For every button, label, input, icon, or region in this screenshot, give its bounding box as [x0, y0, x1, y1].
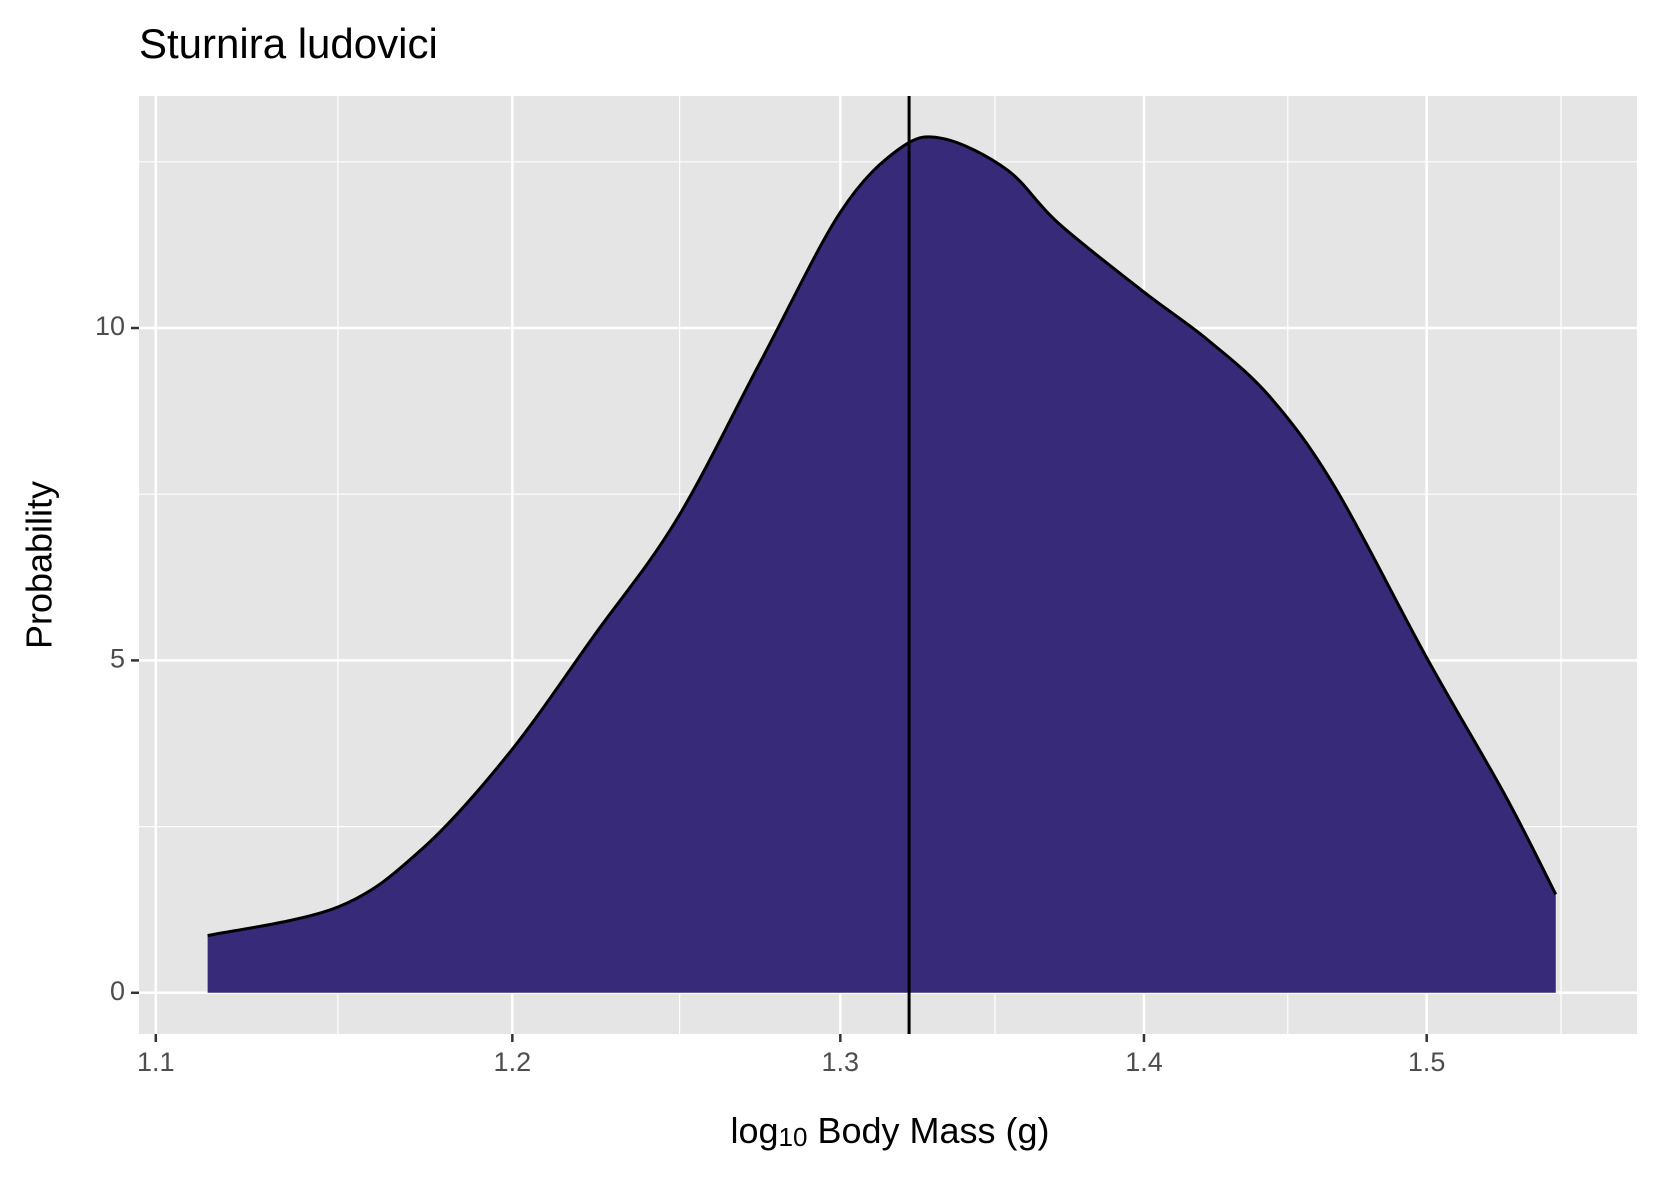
y-tick-label: 5	[110, 644, 125, 674]
y-tick-label: 10	[95, 311, 125, 341]
x-tick-label: 1.3	[822, 1047, 860, 1077]
chart-title: Sturnira ludovici	[139, 20, 438, 67]
y-axis-title: Probability	[19, 481, 60, 649]
x-title-sub: 10	[779, 1122, 808, 1152]
x-title-main: log	[730, 1110, 778, 1151]
x-tick-label: 1.5	[1408, 1047, 1446, 1077]
y-tick-label: 0	[110, 976, 125, 1006]
x-axis-title: log10 Body Mass (g)	[730, 1110, 1049, 1152]
x-tick-label: 1.4	[1125, 1047, 1163, 1077]
x-tick-label: 1.1	[137, 1047, 175, 1077]
density-line	[207, 135, 1558, 938]
x-title-rest: Body Mass (g)	[807, 1110, 1049, 1151]
x-tick-label: 1.2	[494, 1047, 532, 1077]
